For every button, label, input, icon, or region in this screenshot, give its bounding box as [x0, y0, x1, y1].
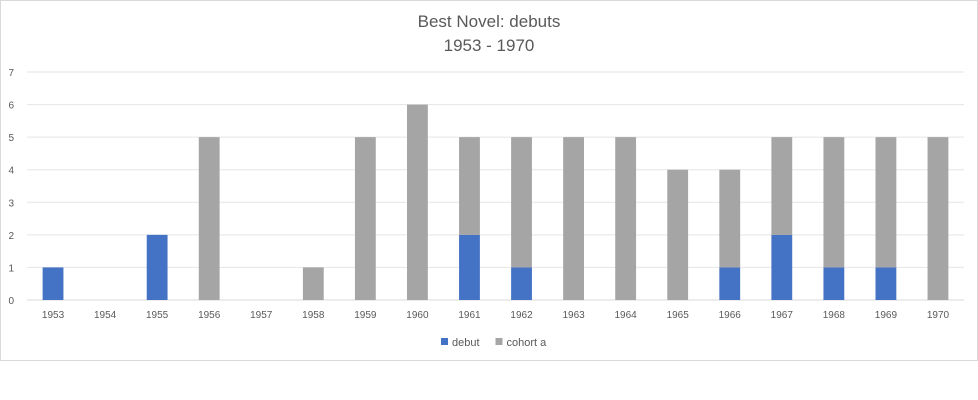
- bars: [42, 104, 949, 300]
- y-axis-ticks: 0 1 2 3 4 5 6 7: [8, 68, 14, 307]
- x-tick-label: 1963: [562, 310, 585, 321]
- legend-label: debut: [452, 337, 480, 349]
- bar-cohort-a-1968: [823, 137, 845, 268]
- legend-label: cohort a: [507, 337, 548, 349]
- bar-cohort-a-1962: [511, 137, 532, 268]
- chart-subtitle: 1953 - 1970: [444, 36, 535, 55]
- x-tick-label: 1958: [302, 310, 325, 321]
- bar-cohort-a-1969: [875, 137, 897, 268]
- x-tick-label: 1959: [354, 310, 377, 321]
- bar-cohort-a-1956: [198, 137, 220, 300]
- y-tick-label: 6: [8, 101, 14, 112]
- bar-debut-1967: [771, 234, 793, 300]
- x-tick-label: 1956: [198, 310, 221, 321]
- bar-debut-1969: [875, 267, 897, 300]
- bar-cohort-a-1966: [719, 169, 741, 268]
- x-tick-label: 1960: [406, 310, 429, 321]
- x-tick-label: 1954: [94, 310, 117, 321]
- bar-cohort-a-1967: [771, 137, 793, 235]
- bar-cohort-a-1970: [927, 137, 949, 300]
- bar-cohort-a-1964: [615, 137, 637, 300]
- legend-swatch: [441, 338, 448, 345]
- x-tick-label: 1961: [458, 310, 481, 321]
- bar-debut-1968: [823, 267, 845, 300]
- bar-cohort-a-1958: [302, 267, 324, 300]
- x-tick-label: 1964: [615, 310, 638, 321]
- gridlines: [27, 71, 964, 301]
- bar-debut-1961: [459, 234, 480, 300]
- chart-frame: [0, 0, 978, 361]
- x-tick-label: 1962: [510, 310, 533, 321]
- y-tick-label: 0: [8, 296, 14, 307]
- y-tick-label: 3: [8, 198, 14, 209]
- x-tick-label: 1968: [823, 310, 846, 321]
- bar-cohort-a-1959: [354, 137, 376, 300]
- bar-cohort-a-1961: [459, 137, 480, 235]
- bar-cohort-a-1965: [667, 169, 689, 300]
- y-tick-label: 1: [8, 263, 14, 274]
- x-tick-label: 1966: [719, 310, 742, 321]
- x-tick-label: 1953: [42, 310, 65, 321]
- y-tick-label: 4: [8, 166, 14, 177]
- bar-debut-1966: [719, 267, 741, 300]
- legend: debut cohort a: [441, 337, 547, 349]
- x-tick-label: 1970: [927, 310, 950, 321]
- y-tick-label: 5: [8, 133, 14, 144]
- x-tick-label: 1957: [250, 310, 273, 321]
- bar-debut-1953: [42, 267, 64, 300]
- bar-debut-1955: [146, 234, 168, 300]
- y-tick-label: 7: [8, 68, 14, 79]
- x-axis-ticks: 1953 1954 1955 1956 1957 1958 1959 1960 1961 1962…: [42, 310, 950, 321]
- bar-cohort-a-1963: [563, 137, 584, 300]
- x-tick-label: 1969: [875, 310, 898, 321]
- x-tick-label: 1967: [771, 310, 794, 321]
- legend-swatch: [495, 338, 503, 345]
- bar-debut-1962: [511, 267, 532, 300]
- x-tick-label: 1955: [146, 310, 169, 321]
- chart-title: Best Novel: debuts: [418, 12, 561, 31]
- bar-cohort-a-1960: [407, 104, 428, 300]
- x-tick-label: 1965: [667, 310, 690, 321]
- y-tick-label: 2: [8, 231, 14, 242]
